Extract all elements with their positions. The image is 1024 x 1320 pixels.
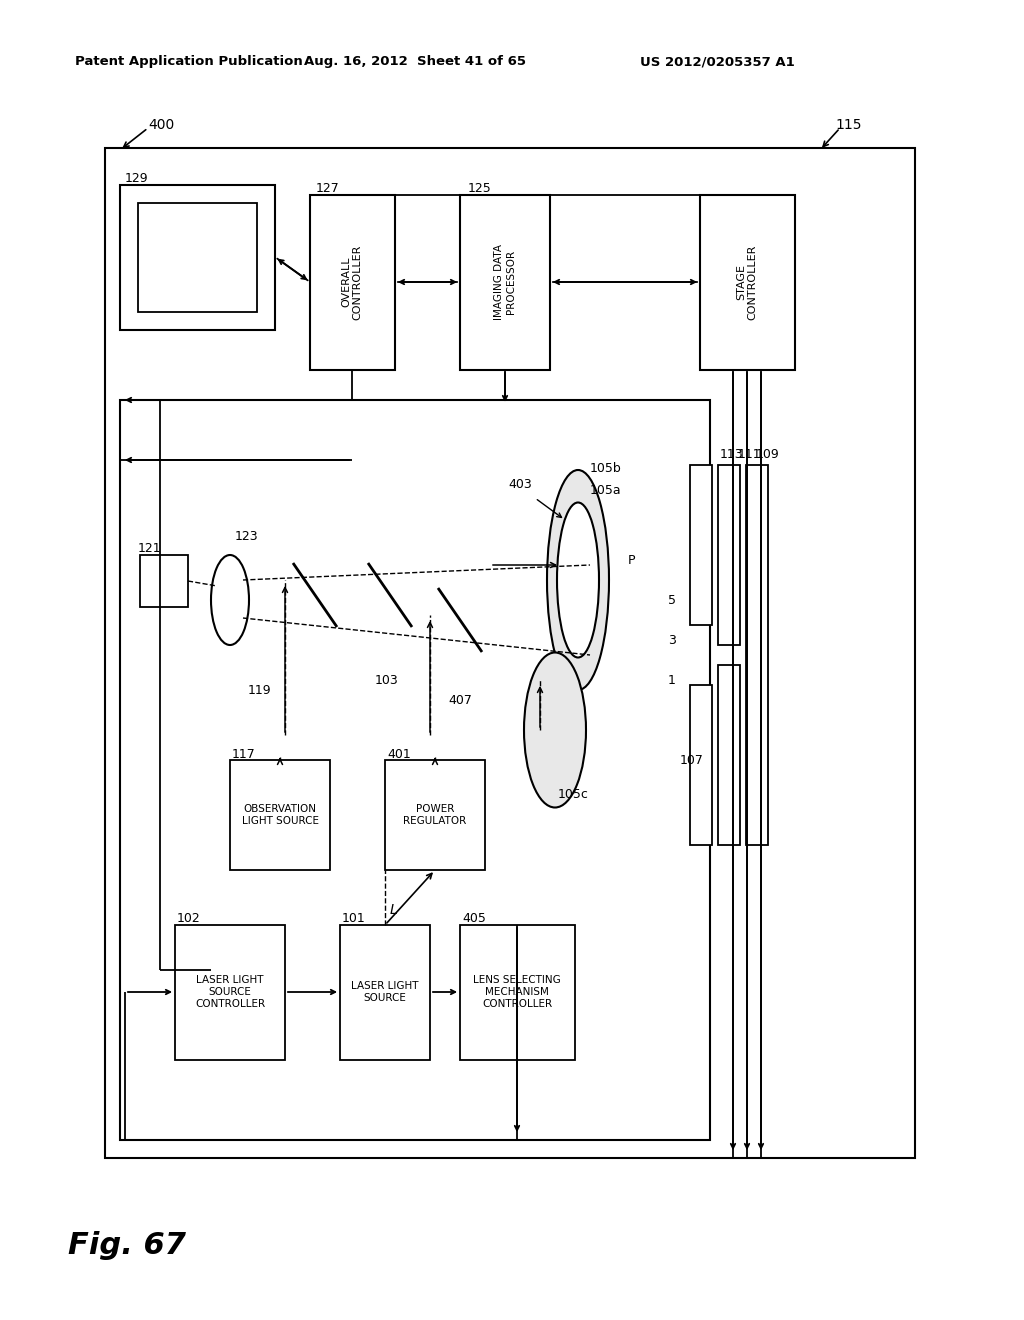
- Text: 400: 400: [148, 117, 174, 132]
- Ellipse shape: [547, 470, 609, 690]
- Text: 101: 101: [342, 912, 366, 925]
- Bar: [175, 925, 285, 1060]
- Text: US 2012/0205357 A1: US 2012/0205357 A1: [640, 55, 795, 69]
- Ellipse shape: [211, 554, 249, 645]
- Text: 105a: 105a: [590, 483, 622, 496]
- Bar: [460, 925, 575, 1060]
- Text: 117: 117: [232, 747, 256, 760]
- Text: 105b: 105b: [590, 462, 622, 474]
- Text: LASER LIGHT
SOURCE
CONTROLLER: LASER LIGHT SOURCE CONTROLLER: [195, 975, 265, 1008]
- Text: IMAGING DATA
PROCESSOR: IMAGING DATA PROCESSOR: [495, 244, 516, 319]
- Bar: [140, 554, 188, 607]
- Text: 123: 123: [234, 531, 259, 544]
- Text: 405: 405: [462, 912, 485, 925]
- Text: 115: 115: [835, 117, 861, 132]
- Text: 3: 3: [668, 634, 676, 647]
- Text: 107: 107: [680, 754, 703, 767]
- Bar: [460, 195, 550, 370]
- Text: 103: 103: [375, 673, 398, 686]
- Bar: [310, 195, 395, 370]
- Text: 119: 119: [248, 684, 271, 697]
- Text: Fig. 67: Fig. 67: [68, 1230, 186, 1259]
- Text: OBSERVATION
LIGHT SOURCE: OBSERVATION LIGHT SOURCE: [242, 804, 318, 826]
- Text: 111: 111: [738, 449, 762, 462]
- Bar: [105, 148, 915, 1158]
- Bar: [690, 465, 712, 624]
- Bar: [690, 685, 712, 845]
- Text: 129: 129: [125, 173, 148, 186]
- Text: 121: 121: [138, 543, 162, 556]
- Text: 125: 125: [468, 182, 492, 195]
- Bar: [120, 185, 275, 330]
- Bar: [746, 465, 768, 845]
- Text: LASER LIGHT
SOURCE: LASER LIGHT SOURCE: [351, 981, 419, 1003]
- Bar: [718, 665, 740, 845]
- Bar: [230, 760, 330, 870]
- Text: Aug. 16, 2012  Sheet 41 of 65: Aug. 16, 2012 Sheet 41 of 65: [304, 55, 526, 69]
- Bar: [138, 203, 257, 312]
- Text: P: P: [628, 553, 636, 566]
- Text: 109: 109: [756, 449, 779, 462]
- Text: L: L: [390, 903, 397, 917]
- Text: Patent Application Publication: Patent Application Publication: [75, 55, 303, 69]
- Text: POWER
REGULATOR: POWER REGULATOR: [403, 804, 467, 826]
- Bar: [120, 400, 710, 1140]
- Bar: [718, 465, 740, 645]
- Bar: [700, 195, 795, 370]
- Ellipse shape: [557, 503, 599, 657]
- Text: LENS SELECTING
MECHANISM
CONTROLLER: LENS SELECTING MECHANISM CONTROLLER: [473, 975, 561, 1008]
- Text: 127: 127: [316, 182, 340, 195]
- Text: 1: 1: [668, 673, 676, 686]
- Bar: [340, 925, 430, 1060]
- Text: STAGE
CONTROLLER: STAGE CONTROLLER: [736, 244, 758, 319]
- Text: 113: 113: [720, 449, 743, 462]
- Text: 102: 102: [177, 912, 201, 925]
- Text: 105c: 105c: [558, 788, 589, 801]
- Text: 403: 403: [508, 479, 531, 491]
- Text: 5: 5: [668, 594, 676, 606]
- Text: 407: 407: [449, 693, 472, 706]
- Text: 401: 401: [387, 747, 411, 760]
- Ellipse shape: [524, 652, 586, 808]
- Bar: [385, 760, 485, 870]
- Text: OVERALL
CONTROLLER: OVERALL CONTROLLER: [341, 244, 362, 319]
